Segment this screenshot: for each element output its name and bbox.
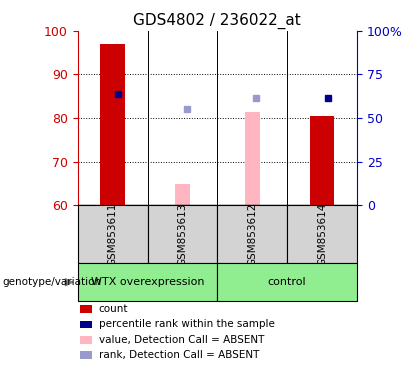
Bar: [147, 205, 218, 263]
Bar: [175, 184, 190, 205]
Text: percentile rank within the sample: percentile rank within the sample: [99, 319, 275, 329]
Text: value, Detection Call = ABSENT: value, Detection Call = ABSENT: [99, 335, 264, 345]
Text: rank, Detection Call = ABSENT: rank, Detection Call = ABSENT: [99, 350, 259, 360]
Text: count: count: [99, 304, 128, 314]
Text: GSM853613: GSM853613: [177, 202, 187, 266]
Text: WTX overexpression: WTX overexpression: [91, 277, 204, 287]
Text: GSM853612: GSM853612: [247, 202, 257, 266]
Text: control: control: [268, 277, 307, 287]
Text: GSM853611: GSM853611: [108, 202, 118, 266]
Bar: [218, 263, 357, 301]
Bar: [78, 205, 147, 263]
Title: GDS4802 / 236022_at: GDS4802 / 236022_at: [134, 13, 301, 29]
Bar: [287, 205, 357, 263]
Bar: [218, 205, 287, 263]
Bar: [78, 263, 218, 301]
Text: GSM853614: GSM853614: [317, 202, 327, 266]
Bar: [244, 111, 260, 205]
Bar: [310, 116, 334, 205]
Text: genotype/variation: genotype/variation: [2, 277, 101, 287]
Bar: [100, 44, 125, 205]
